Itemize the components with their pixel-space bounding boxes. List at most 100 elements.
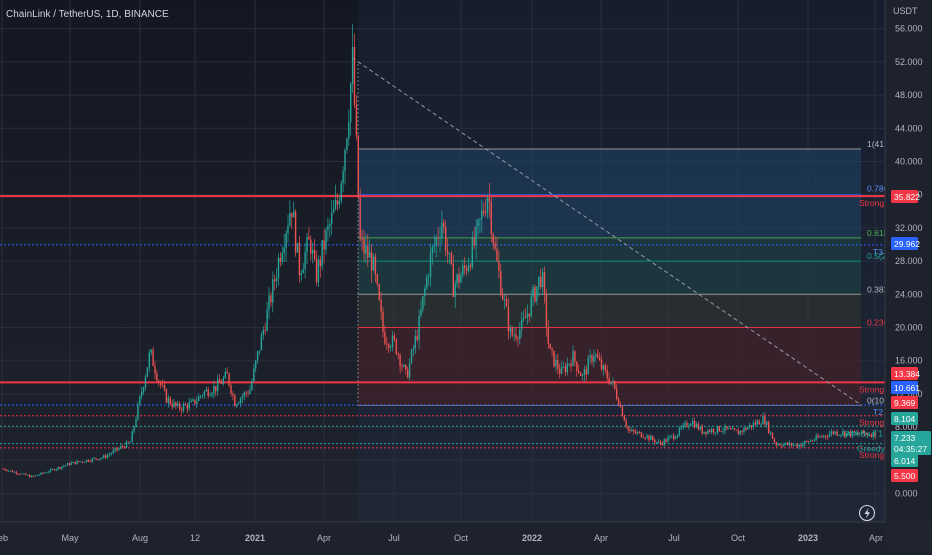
candle [547,319,549,349]
candle [129,441,131,443]
candle [752,420,755,430]
candle [716,425,719,435]
time-tick: 2023 [798,533,818,543]
candle [830,428,833,437]
candle [853,430,855,434]
candle [859,432,861,435]
candle [591,353,593,366]
candle [743,426,745,435]
candle [42,472,44,475]
candle [8,470,10,473]
candle [342,166,344,193]
candle [849,429,852,439]
candle [566,357,568,376]
candle [701,423,703,436]
candle [331,200,333,236]
svg-text:29.962: 29.962 [894,239,920,249]
candle [89,460,92,463]
candle [439,226,441,253]
candle [496,236,498,262]
price-tick: 32.000 [895,223,923,233]
candle [758,419,760,425]
candle [747,426,749,431]
candle [798,443,800,450]
candle [454,280,456,308]
candle [726,426,728,431]
t2-label: T2 [873,407,883,417]
candle [101,456,103,460]
trend-line[interactable] [351,57,863,406]
candle [834,430,836,436]
candle [49,468,52,473]
candle [412,344,415,357]
candle [426,274,428,291]
candle [355,95,358,141]
candle [272,271,274,313]
candle [228,372,230,388]
candle [872,430,874,441]
lightning-bolt-icon[interactable] [858,504,876,522]
time-axis-panel [0,522,885,550]
candle [370,243,373,283]
candle [395,338,397,356]
price-tick: 16.000 [895,356,923,366]
candle [344,148,346,185]
candle [203,390,206,399]
candle [36,475,38,477]
candle [610,382,612,385]
candle [543,266,546,304]
candle [517,335,519,347]
candle [127,441,130,443]
candle [785,442,787,446]
candle [304,242,306,279]
candle [427,273,430,286]
candle [59,466,61,470]
candle [374,253,377,283]
time-axis-ticks[interactable]: eb May Aug 12 2021 Apr Jul Oct 2022 Apr Jul Oct 2023… [0,533,883,543]
price-badge: 29.962 [891,237,920,250]
candle [192,397,194,402]
candle [541,267,544,296]
candle [6,468,8,472]
candle [619,401,622,408]
time-tick: May [61,533,79,543]
fib-label-0618: 0.618 [867,228,889,238]
time-tick: 2022 [522,533,542,543]
candle [2,467,4,470]
candle [264,322,266,335]
candle [574,350,576,367]
candle [602,364,605,376]
candle [414,329,416,355]
candle [76,459,78,465]
candle [652,434,654,442]
svg-text:13.384: 13.384 [894,369,920,379]
candle [217,374,219,396]
candle [256,350,259,364]
chart-title: ChainLink / TetherUS, 1D, BINANCE [6,9,169,20]
candle [593,349,595,368]
candle [184,402,187,406]
t3-label: T3 [873,247,883,257]
candle [68,462,71,467]
candle [804,440,806,447]
candle [422,295,424,313]
fib-label-0236: 0.236( [867,318,891,328]
candle [650,434,652,440]
candle [739,430,741,437]
price-badge: 10.661 [891,381,920,394]
candle [4,468,6,471]
candle [509,324,511,339]
svg-text:35.822: 35.822 [894,192,920,202]
candle [150,349,152,356]
candle [74,461,76,465]
candle [532,284,534,307]
candle [34,475,36,477]
candle [376,273,378,287]
candle [13,471,16,473]
candle [249,384,251,395]
candle [825,435,827,440]
candle [720,430,722,433]
candle [274,274,276,291]
